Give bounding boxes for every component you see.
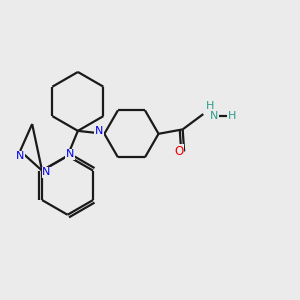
Text: N: N [16,151,24,161]
Text: H: H [228,110,236,121]
Text: N: N [66,149,74,159]
Text: N: N [209,110,218,121]
Text: N: N [95,126,103,136]
Text: H: H [206,101,214,111]
Text: N: N [42,167,51,177]
Text: O: O [174,145,184,158]
